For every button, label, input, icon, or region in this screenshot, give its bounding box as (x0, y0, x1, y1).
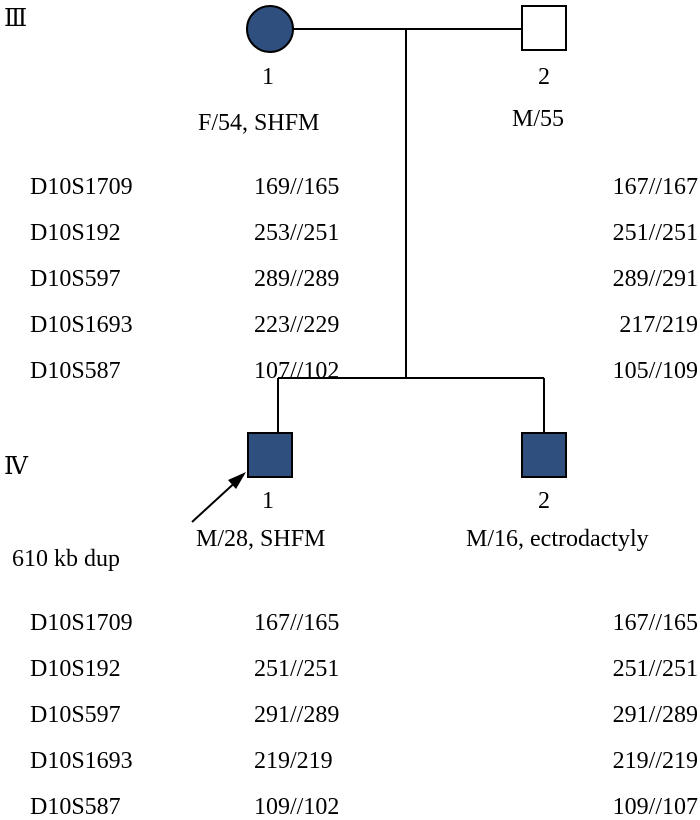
individual-iii2-symbol (521, 5, 567, 51)
individual-iv1-symbol (247, 432, 293, 478)
individual-iii1-symbol (246, 5, 294, 53)
proband-arrow-head (228, 472, 246, 489)
haplotype-iv2: 167//165 (612, 610, 698, 636)
marker-name: D10S192 (30, 220, 121, 246)
marker-name: D10S587 (30, 794, 121, 820)
marker-name: D10S1693 (30, 312, 133, 338)
haplotype-iii2: 251//251 (612, 220, 698, 246)
marker-name: D10S1693 (30, 748, 133, 774)
individual-iv2-symbol (521, 432, 567, 478)
marker-name: D10S587 (30, 358, 121, 384)
haplotype-iv2: 251//251 (612, 656, 698, 682)
individual-iv2-info: M/16, ectrodactyly (466, 526, 649, 552)
haplotype-iv1: 109//102 (254, 794, 340, 820)
individual-iv1-info: M/28, SHFM (196, 526, 326, 552)
haplotype-iii2: 105//109 (612, 358, 698, 384)
individual-iii2-info: M/55 (512, 106, 565, 132)
proband-arrow-shaft (191, 477, 241, 523)
haplotype-iv2: 219//219 (612, 748, 698, 774)
haplotype-iii2: 217/219 (619, 312, 698, 338)
individual-iii2-number: 2 (538, 64, 550, 90)
marker-name: D10S597 (30, 702, 121, 728)
marker-name: D10S192 (30, 656, 121, 682)
haplotype-iv2: 291//289 (612, 702, 698, 728)
individual-iii1-number: 1 (262, 64, 274, 90)
duplication-label: 610 kb dup (12, 546, 120, 572)
haplotype-iii1: 253//251 (254, 220, 340, 246)
marker-name: D10S1709 (30, 174, 133, 200)
marker-name: D10S597 (30, 266, 121, 292)
generation-label-iv: Ⅳ (4, 454, 28, 480)
individual-iv1-number: 1 (262, 488, 274, 514)
haplotype-iii2: 289//291 (612, 266, 698, 292)
haplotype-iii1: 223//229 (254, 312, 340, 338)
haplotype-iv1: 291//289 (254, 702, 340, 728)
haplotype-iii2: 167//167 (612, 174, 698, 200)
haplotype-iii1: 289//289 (254, 266, 340, 292)
haplotype-iv2: 109//107 (612, 794, 698, 820)
individual-iv2-number: 2 (538, 488, 550, 514)
individual-iii1-info: F/54, SHFM (198, 110, 320, 136)
haplotype-iv1: 219/219 (254, 748, 333, 774)
haplotype-iv1: 167//165 (254, 610, 340, 636)
haplotype-iii1: 107//102 (254, 358, 340, 384)
haplotype-iii1: 169//165 (254, 174, 340, 200)
generation-label-iii: Ⅲ (4, 6, 28, 32)
haplotype-iv1: 251//251 (254, 656, 340, 682)
marker-name: D10S1709 (30, 610, 133, 636)
